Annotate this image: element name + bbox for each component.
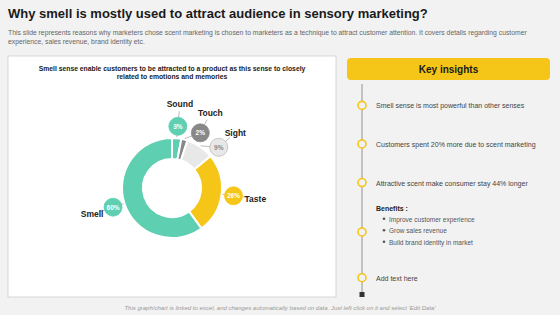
- insight-bullet: Build brand identity in market: [389, 238, 473, 246]
- insight-bullet: Improve customer experience: [389, 215, 475, 223]
- chart-root: Why smell is mostly used to attract audi…: [0, 0, 560, 315]
- slice: [122, 138, 201, 238]
- bullet: [383, 217, 386, 220]
- bullet: [383, 229, 386, 232]
- label-badge: [225, 187, 243, 205]
- category-label: Touch: [198, 108, 223, 118]
- timeline: [362, 84, 363, 293]
- leader-line: [226, 137, 231, 141]
- text-line: related to emotions and memories: [117, 73, 228, 80]
- panel: [8, 56, 336, 297]
- timeline-dot: [358, 228, 366, 236]
- insight-text: Customers spent 20% more due to scent ma…: [376, 140, 536, 148]
- label-badge: [104, 198, 122, 216]
- data-label: 26%: [227, 192, 240, 199]
- category-label: Sound: [167, 99, 193, 109]
- title: Why smell is mostly used to attract audi…: [8, 6, 428, 21]
- category-label: Taste: [245, 194, 267, 204]
- timeline-dot: [358, 179, 366, 187]
- leader-line: [204, 119, 207, 124]
- insight-bullet: Grow sales revenue: [389, 227, 447, 234]
- background: [0, 0, 560, 315]
- text-line: Grow sales revenue: [389, 227, 447, 234]
- text-line: Add text here: [376, 274, 418, 281]
- data-label: 60%: [107, 204, 120, 211]
- timeline-dot: [358, 274, 366, 282]
- text-line: experience, sales revenue, brand identit…: [8, 37, 145, 45]
- text-line: This slide represents reasons why market…: [8, 29, 527, 37]
- text-line: Smell sense is most powerful than other …: [376, 102, 525, 110]
- donut: 3% Sound 2% Touch 9%Sight 26% Taste 60%Smell: [81, 99, 267, 238]
- label-badge: [210, 138, 228, 156]
- data-label: 3%: [173, 123, 183, 130]
- text-line: Customers spent 20% more due to scent ma…: [376, 140, 536, 148]
- timeline-dot: [358, 140, 366, 148]
- timeline-dot: [358, 101, 366, 109]
- data-label: 9%: [214, 144, 224, 151]
- text-line: Smell sense enable customers to be attra…: [39, 64, 306, 72]
- callouts: 3% Sound 2% Touch 9%Sight 26% Taste 60%Smell: [81, 99, 267, 219]
- label-badge: [169, 117, 187, 135]
- timeline-end: [360, 292, 365, 297]
- label-badge: [191, 124, 209, 142]
- text-line: Build brand identity in market: [389, 238, 473, 246]
- insight-text: Add text here: [376, 274, 418, 281]
- insights-header: [347, 58, 550, 80]
- insight-text: Attractive scent make consumer stay 44% …: [376, 179, 528, 187]
- panel-note: Smell sense enable customers to be attra…: [39, 64, 306, 80]
- leader-line: [178, 111, 180, 117]
- category-label: Sight: [225, 128, 246, 138]
- text-line: Attractive scent make consumer stay 44% …: [376, 179, 528, 187]
- subtitle: This slide represents reasons why market…: [8, 29, 527, 46]
- insight-text: Smell sense is most powerful than other …: [376, 102, 525, 110]
- footer: This graph/chart is linked to excel, and…: [124, 305, 436, 311]
- text-line: Improve customer experience: [389, 215, 475, 223]
- data-label: 2%: [196, 129, 206, 136]
- text-line: Benefits :: [376, 204, 408, 211]
- insights-title: Key insights: [419, 64, 479, 75]
- category-label: Smell: [81, 209, 104, 219]
- insight-heading: Benefits :: [376, 204, 408, 211]
- bullet: [383, 241, 386, 244]
